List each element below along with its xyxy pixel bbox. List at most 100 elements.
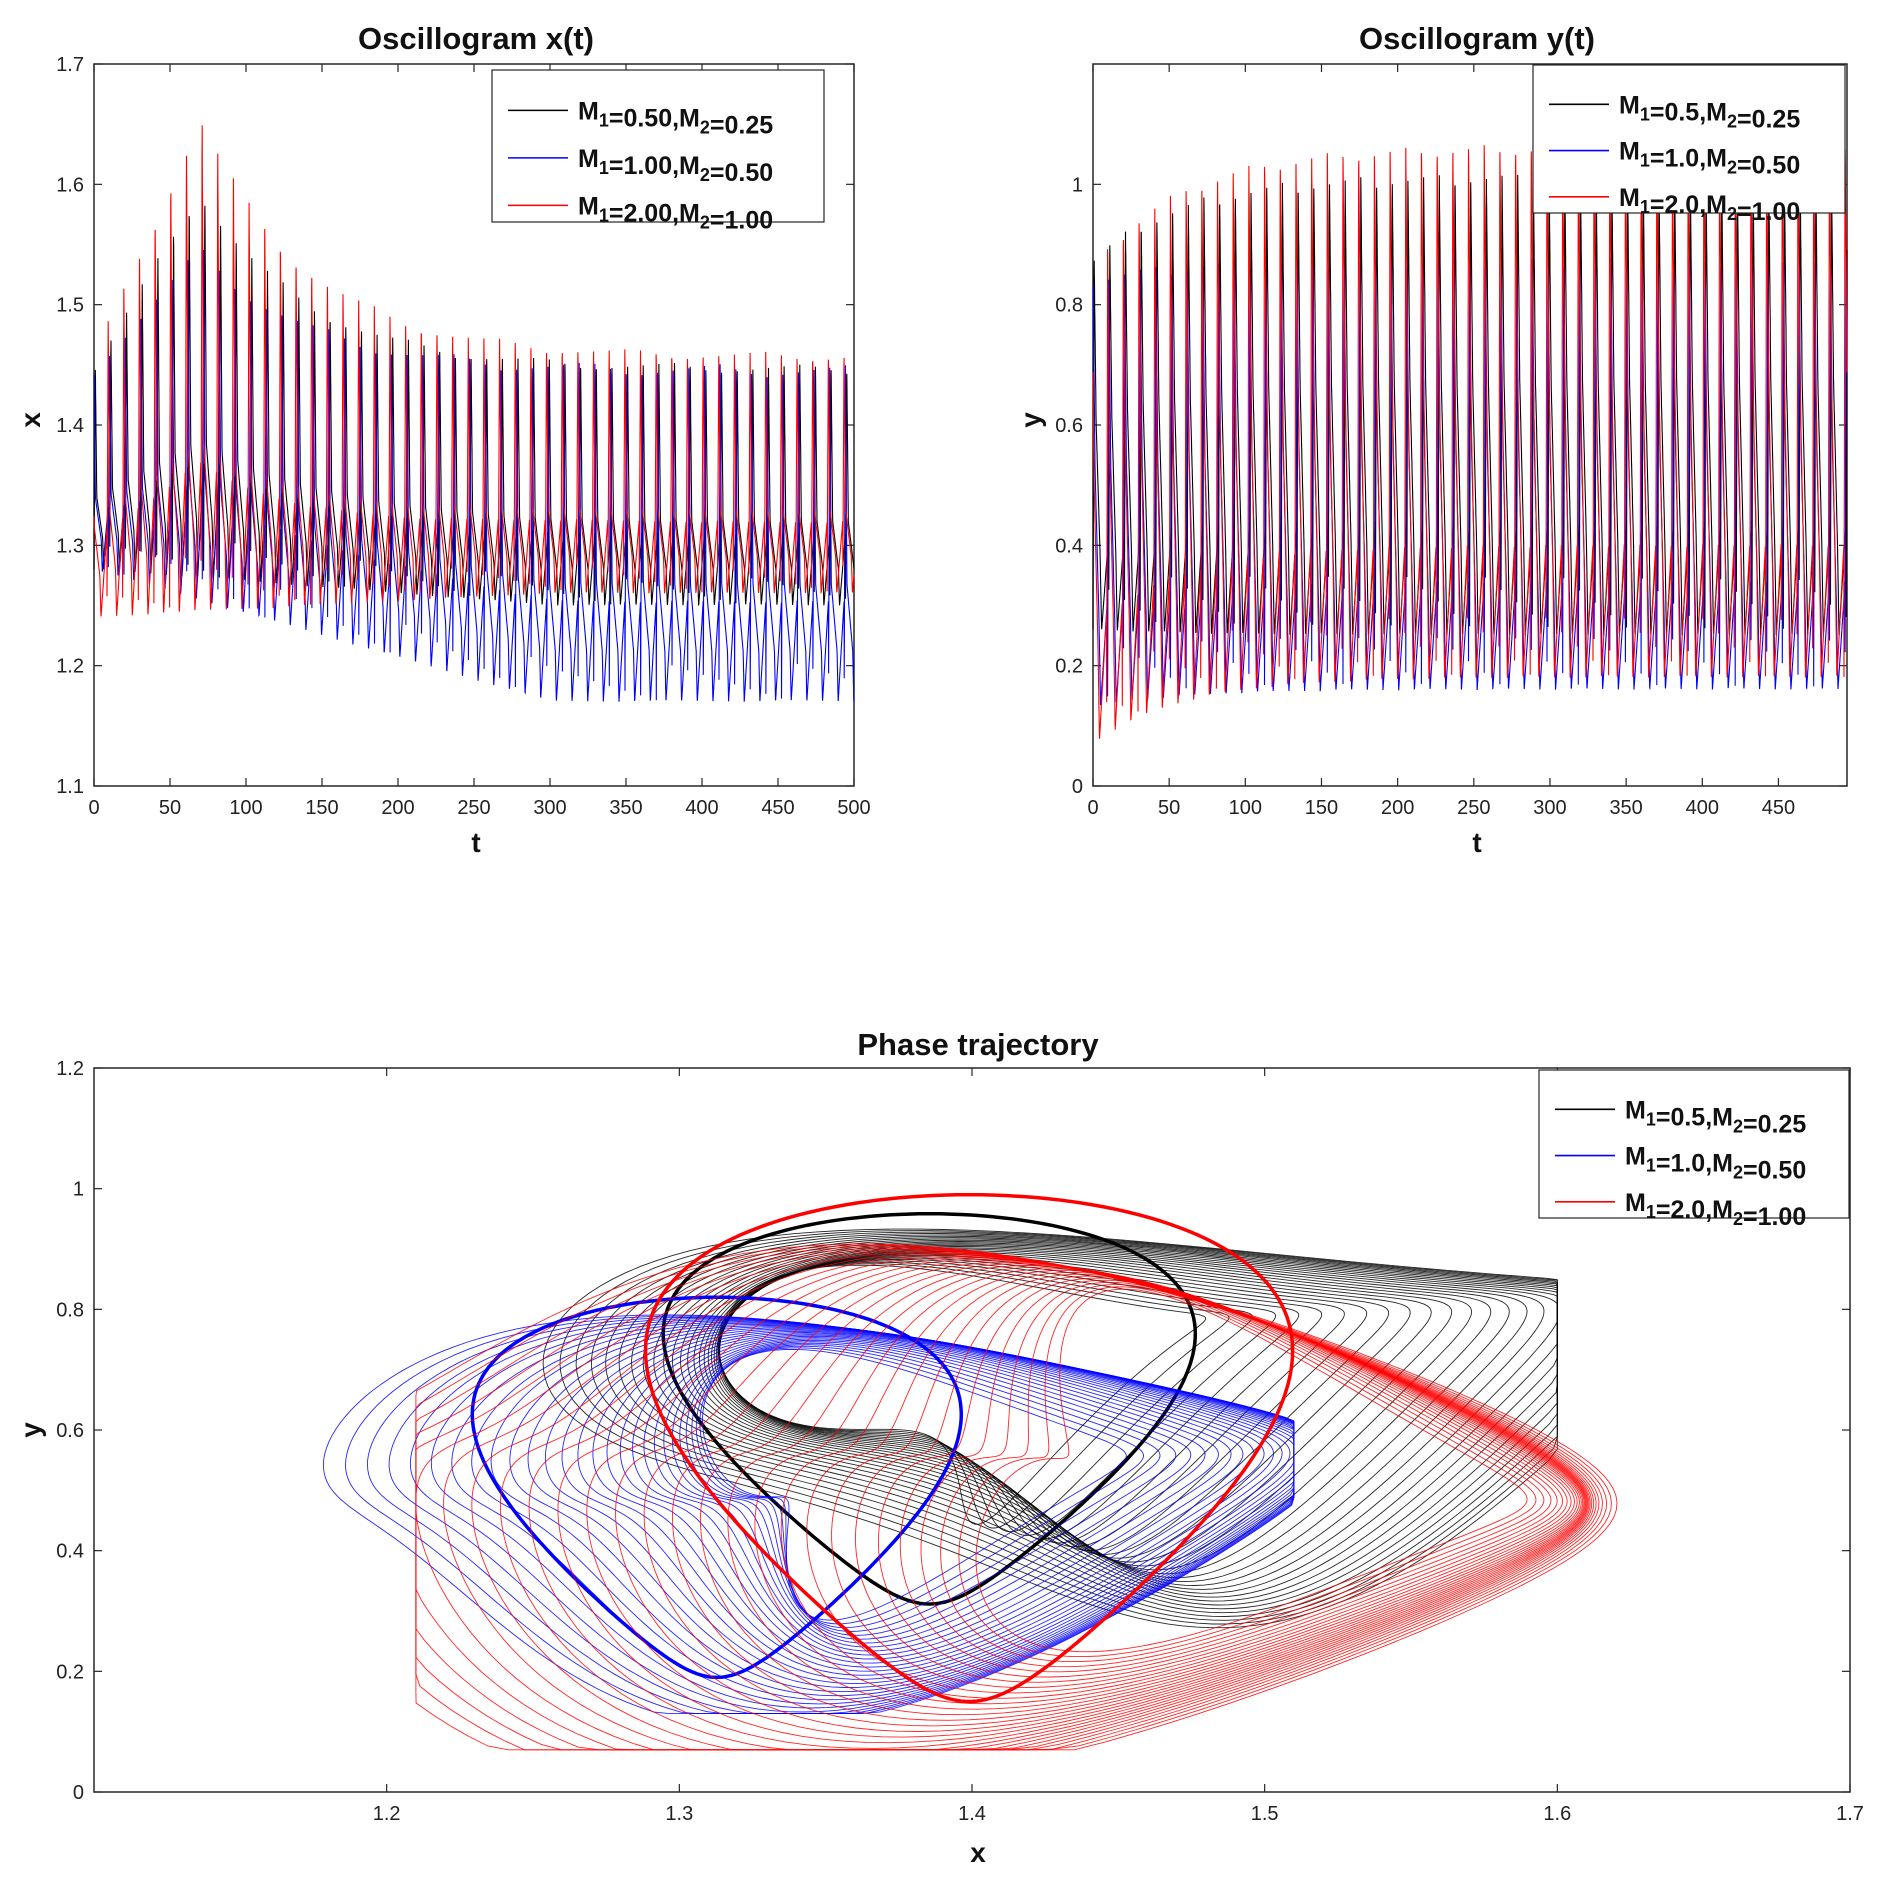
oscillogram-y-xtick-label: 0 <box>1087 797 1098 819</box>
oscillogram-x-xtick-label: 0 <box>88 797 99 819</box>
phase-trajectory-ytick-label: 1 <box>73 1179 84 1201</box>
oscillogram-x-legend-entry: M1=2.00,M2=1.00 <box>578 192 773 234</box>
oscillogram-x-ytick-label: 1.4 <box>56 415 84 437</box>
phase-trajectory-series-loop <box>940 1284 1545 1663</box>
phase-trajectory-series-loop <box>592 1330 1291 1672</box>
oscillogram-x-legend: M1=0.50,M2=0.25 M1=1.00,M2=0.50 M1=2.00,M2… <box>491 69 825 234</box>
oscillogram-y-legend-entry: M1=2.0,M2=1.00 <box>1619 184 1800 226</box>
oscillogram-y-plot-area <box>1092 142 1848 739</box>
phase-trajectory-series-loop <box>703 1248 1472 1571</box>
oscillogram-x-xtick-label: 250 <box>457 797 490 819</box>
phase-trajectory-limit-cycle <box>470 1295 964 1680</box>
oscillogram-x-ytick-label: 1.6 <box>56 174 84 196</box>
phase-trajectory-series-loop <box>618 1235 1558 1610</box>
phase-trajectory-series-loop <box>643 1335 1255 1656</box>
phase-trajectory-legend-entry: M1=1.0,M2=0.50 <box>1625 1143 1806 1185</box>
phase-trajectory-series-loop <box>679 1341 1206 1640</box>
oscillogram-y-xtick-label: 400 <box>1686 797 1719 819</box>
oscillogram-y-xtick-label: 250 <box>1457 797 1490 819</box>
phase-trajectory-panel: Phase trajectory x y 1.2 1.3 1.4 1.5 1.6 1.7 0… <box>15 1027 1864 1868</box>
phase-trajectory-plot-area <box>322 1192 1618 1751</box>
phase-trajectory-series-loop <box>322 1314 1295 1715</box>
oscillogram-x-xtick-label: 350 <box>609 797 642 819</box>
oscillogram-y-xtick-label: 350 <box>1609 797 1642 819</box>
phase-trajectory-ylabel: y <box>15 1422 46 1438</box>
phase-trajectory-series-loop <box>606 1332 1283 1668</box>
phase-trajectory-series-loop <box>717 1254 1368 1551</box>
oscillogram-x-xtick-label: 200 <box>381 797 414 819</box>
phase-trajectory-xtick-label: 1.5 <box>1251 1803 1279 1825</box>
oscillogram-y-ytick-label: 0.2 <box>1055 656 1083 678</box>
oscillogram-x-xtick-label: 450 <box>761 797 794 819</box>
oscillogram-y-ylabel: y <box>1015 412 1046 428</box>
phase-trajectory-ytick-label: 0 <box>73 1782 84 1804</box>
oscillogram-y-xtick-label: 150 <box>1305 797 1338 819</box>
oscillogram-x-xtick-label: 300 <box>533 797 566 819</box>
phase-trajectory-series-loop <box>619 1333 1274 1664</box>
oscillogram-x-ytick-label: 1.1 <box>56 776 84 798</box>
oscillogram-y-xtick-label: 100 <box>1229 797 1262 819</box>
phase-trajectory-series-loop <box>715 1253 1390 1555</box>
oscillogram-x-xtick-label: 50 <box>159 797 181 819</box>
oscillogram-x-title: Oscillogram x(t) <box>358 21 594 56</box>
oscillogram-x-panel: Oscillogram x(t) t x 0 50 100 150 200 250 300 3… <box>15 21 871 858</box>
phase-trajectory-series-loop <box>958 1286 1537 1658</box>
phase-trajectory-series-loop <box>718 1256 1345 1548</box>
phase-trajectory-legend-box <box>1538 1069 1850 1219</box>
oscillogram-y-legend-box <box>1532 64 1846 214</box>
phase-trajectory-limit-cycle <box>643 1192 1295 1704</box>
phase-trajectory-series-loop <box>653 1337 1244 1652</box>
phase-trajectory-series-loop <box>680 1243 1545 1586</box>
oscillogram-x-ylabel: x <box>15 412 46 428</box>
phase-trajectory-xtick-label: 1.3 <box>665 1803 693 1825</box>
oscillogram-x-ytick-label: 1.5 <box>56 295 84 317</box>
phase-trajectory-series-loop <box>415 1243 1618 1751</box>
oscillogram-x-legend-entry: M1=0.50,M2=0.25 <box>578 97 773 139</box>
oscillogram-y-xlabel: t <box>1472 827 1481 858</box>
phase-trajectory-series-loop <box>702 1348 1127 1621</box>
phase-trajectory-series-loop <box>642 1238 1558 1602</box>
phase-trajectory-xtick-label: 1.4 <box>958 1803 986 1825</box>
phase-trajectory-series-loop <box>920 1281 1552 1668</box>
oscillogram-y-title: Oscillogram y(t) <box>1359 21 1595 56</box>
oscillogram-y-ytick-label: 0 <box>1072 776 1083 798</box>
oscillogram-x-ytick-label: 1.7 <box>56 54 84 76</box>
phase-trajectory-ytick-label: 0.8 <box>56 1299 84 1321</box>
phase-trajectory-series-loop <box>691 1344 1177 1632</box>
oscillogram-x-xtick-label: 500 <box>837 797 870 819</box>
phase-trajectory-series-loop <box>713 1252 1411 1559</box>
oscillogram-x-legend-box <box>491 69 825 223</box>
phase-trajectory-xtick-label: 1.6 <box>1543 1803 1571 1825</box>
phase-trajectory-series-loop <box>975 1288 1528 1653</box>
phase-trajectory-ytick-label: 1.2 <box>56 1058 84 1080</box>
phase-trajectory-title: Phase trajectory <box>857 1027 1099 1062</box>
oscillogram-x-legend-entry: M1=1.00,M2=0.50 <box>578 145 773 187</box>
oscillogram-y-legend-entry: M1=1.0,M2=0.50 <box>1619 138 1800 180</box>
phase-trajectory-series-loop <box>544 1327 1295 1684</box>
phase-trajectory-legend: M1=0.5,M2=0.25 M1=1.0,M2=0.50M1=2.0,M2=1.… <box>1538 1069 1850 1231</box>
phase-trajectory-series-loop <box>632 1334 1265 1660</box>
oscillogram-y-xtick-label: 200 <box>1381 797 1414 819</box>
oscillogram-x-series-line <box>93 205 855 606</box>
oscillogram-y-xtick-label: 50 <box>1158 797 1180 819</box>
oscillogram-x-series-line <box>93 249 855 702</box>
phase-trajectory-series-loop <box>687 1244 1528 1583</box>
oscillogram-x-xtick-label: 150 <box>305 797 338 819</box>
phase-trajectory-series-loop <box>711 1251 1432 1563</box>
phase-trajectory-series-loop <box>615 1260 1587 1732</box>
phase-trajectory-series-loop <box>561 1328 1295 1680</box>
phase-trajectory-series-loop <box>719 1258 1300 1540</box>
oscillogram-y-ytick-label: 0.6 <box>1055 415 1083 437</box>
oscillogram-x-ytick-label: 1.3 <box>56 535 84 557</box>
oscillogram-y-xtick-label: 450 <box>1762 797 1795 819</box>
phase-trajectory-ytick-label: 0.4 <box>56 1541 84 1563</box>
phase-trajectory-xlabel: x <box>970 1837 986 1868</box>
oscillogram-x-series-line <box>93 125 855 617</box>
phase-trajectory-xtick-label: 1.7 <box>1836 1803 1864 1825</box>
oscillogram-y-ytick-label: 0.4 <box>1055 535 1083 557</box>
oscillogram-x-xtick-label: 100 <box>229 797 262 819</box>
oscillogram-x-plot-area <box>93 125 855 702</box>
phase-trajectory-series-loop <box>699 1347 1144 1625</box>
oscillogram-y-series-line <box>1092 142 1848 739</box>
